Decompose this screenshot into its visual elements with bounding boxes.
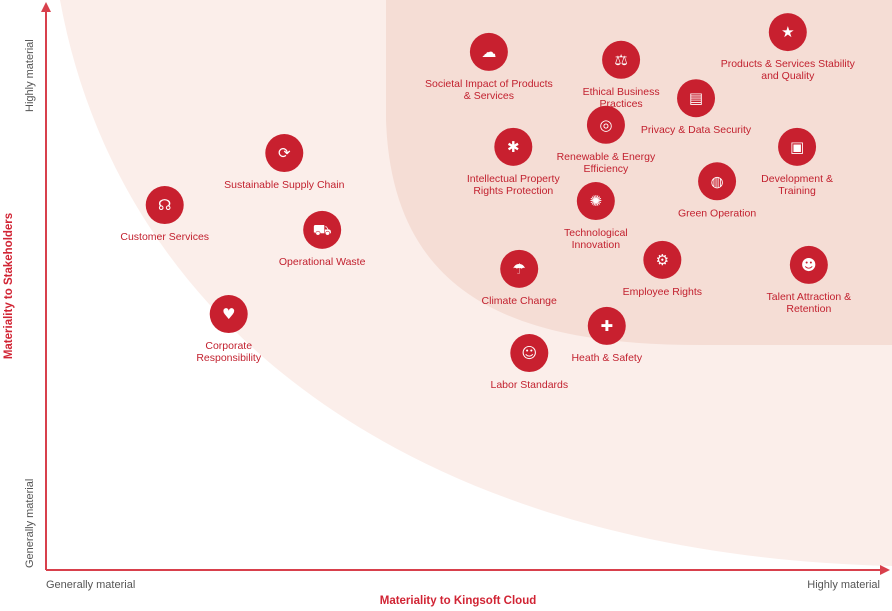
headset-icon: ☊ [158, 196, 171, 214]
topic-marker [500, 249, 539, 288]
y-tick-high: Highly material [24, 39, 36, 112]
topic-label: Responsibility [196, 352, 262, 364]
topic-point: ✚ Heath & Safety [571, 306, 643, 364]
topic-label: Talent Attraction & [767, 291, 852, 303]
topic-marker [303, 210, 342, 249]
folder-shield-icon: ▤ [689, 89, 703, 107]
cloud-network-icon: ☁ [481, 43, 496, 61]
topic-label: Rights Protection [473, 185, 553, 197]
team-icon: ☻ [801, 256, 817, 274]
presentation-icon: ▣ [790, 138, 804, 156]
topic-label: Operational Waste [279, 256, 366, 268]
topic-label: Retention [786, 303, 831, 315]
topic-label: Intellectual Property [467, 173, 561, 185]
topic-marker [698, 162, 737, 201]
topic-point: ⟳ Sustainable Supply Chain [224, 134, 345, 191]
topic-point: ☺ Labor Standards [490, 334, 568, 391]
topic-point: ⚙ Employee Rights [623, 240, 702, 298]
topic-point: ▣ Development &Training [761, 127, 833, 197]
topic-label: Products & Services Stability [721, 58, 856, 70]
workers-icon: ☺ [521, 344, 537, 362]
topic-marker [677, 79, 716, 118]
topic-marker [209, 295, 248, 334]
topic-marker [586, 105, 625, 144]
topic-marker [643, 240, 682, 279]
topic-label: Development & [761, 173, 833, 185]
topic-point: ▤ Privacy & Data Security [641, 79, 752, 136]
topic-label: Customer Services [120, 231, 209, 243]
x-axis-arrow-icon [880, 565, 890, 575]
topic-marker [768, 13, 807, 52]
topic-marker [265, 134, 304, 173]
topic-label: Employee Rights [623, 286, 702, 298]
box-cycle-icon: ⟳ [278, 144, 291, 162]
topic-label: and Quality [761, 70, 815, 82]
topic-label: Sustainable Supply Chain [224, 179, 344, 191]
y-axis-arrow-icon [41, 2, 51, 12]
lightbulb-icon: ✱ [507, 138, 520, 156]
topic-label: Technological [564, 227, 628, 239]
y-tick-low: Generally material [24, 479, 36, 568]
topic-marker [510, 334, 549, 373]
topic-marker [494, 127, 533, 166]
bulb-gear-icon: ✺ [590, 192, 603, 210]
topic-marker [778, 127, 817, 166]
topic-point: ◍ Green Operation [678, 162, 756, 219]
topic-points: ☁ Societal Impact of Products& Services ⚖ E… [120, 13, 856, 391]
topic-label: Labor Standards [490, 379, 568, 391]
topic-label: & Services [464, 90, 514, 102]
thumbs-up-stars-icon: ★ [781, 23, 794, 41]
topic-marker [587, 306, 626, 345]
topic-marker [145, 186, 184, 225]
topic-label: Corporate [205, 340, 252, 352]
topic-point: ☂ Climate Change [482, 249, 557, 307]
topic-marker [602, 40, 641, 79]
topic-label: Training [778, 185, 816, 197]
hands-globe-icon: ◎ [599, 116, 612, 134]
people-gear-icon: ⚙ [656, 251, 669, 269]
topic-label: Privacy & Data Security [641, 124, 752, 136]
topic-label: Efficiency [584, 163, 629, 175]
topic-label: Heath & Safety [571, 352, 642, 364]
topic-point: ⛟ Operational Waste [279, 210, 366, 268]
topic-marker [789, 245, 828, 284]
topic-point: ☊ Customer Services [120, 186, 209, 243]
topic-label: Renewable & Energy [557, 151, 656, 163]
cloud-rain-icon: ☂ [512, 260, 525, 278]
topic-label: Green Operation [678, 207, 756, 219]
topic-label: Climate Change [482, 295, 557, 307]
x-axis-title: Materiality to Kingsoft Cloud [380, 595, 537, 607]
globe-leaf-icon: ◍ [711, 172, 724, 190]
heart-handshake-icon: ♥ [222, 305, 235, 323]
topic-label: Innovation [572, 239, 621, 251]
x-tick-high: Highly material [807, 579, 880, 591]
topic-marker [469, 32, 508, 71]
topic-point: ☁ Societal Impact of Products& Services [425, 32, 553, 102]
truck-icon: ⛟ [313, 221, 332, 239]
x-tick-low: Generally material [46, 579, 135, 591]
topic-point: ☻ Talent Attraction &Retention [767, 245, 852, 315]
topic-label: Ethical Business [583, 86, 660, 98]
medical-hand-icon: ✚ [600, 317, 613, 335]
topic-marker [576, 182, 615, 221]
topic-label: Societal Impact of Products [425, 78, 553, 90]
scales-hand-icon: ⚖ [614, 51, 627, 69]
y-axis-title: Materiality to Stakeholders [3, 213, 15, 359]
